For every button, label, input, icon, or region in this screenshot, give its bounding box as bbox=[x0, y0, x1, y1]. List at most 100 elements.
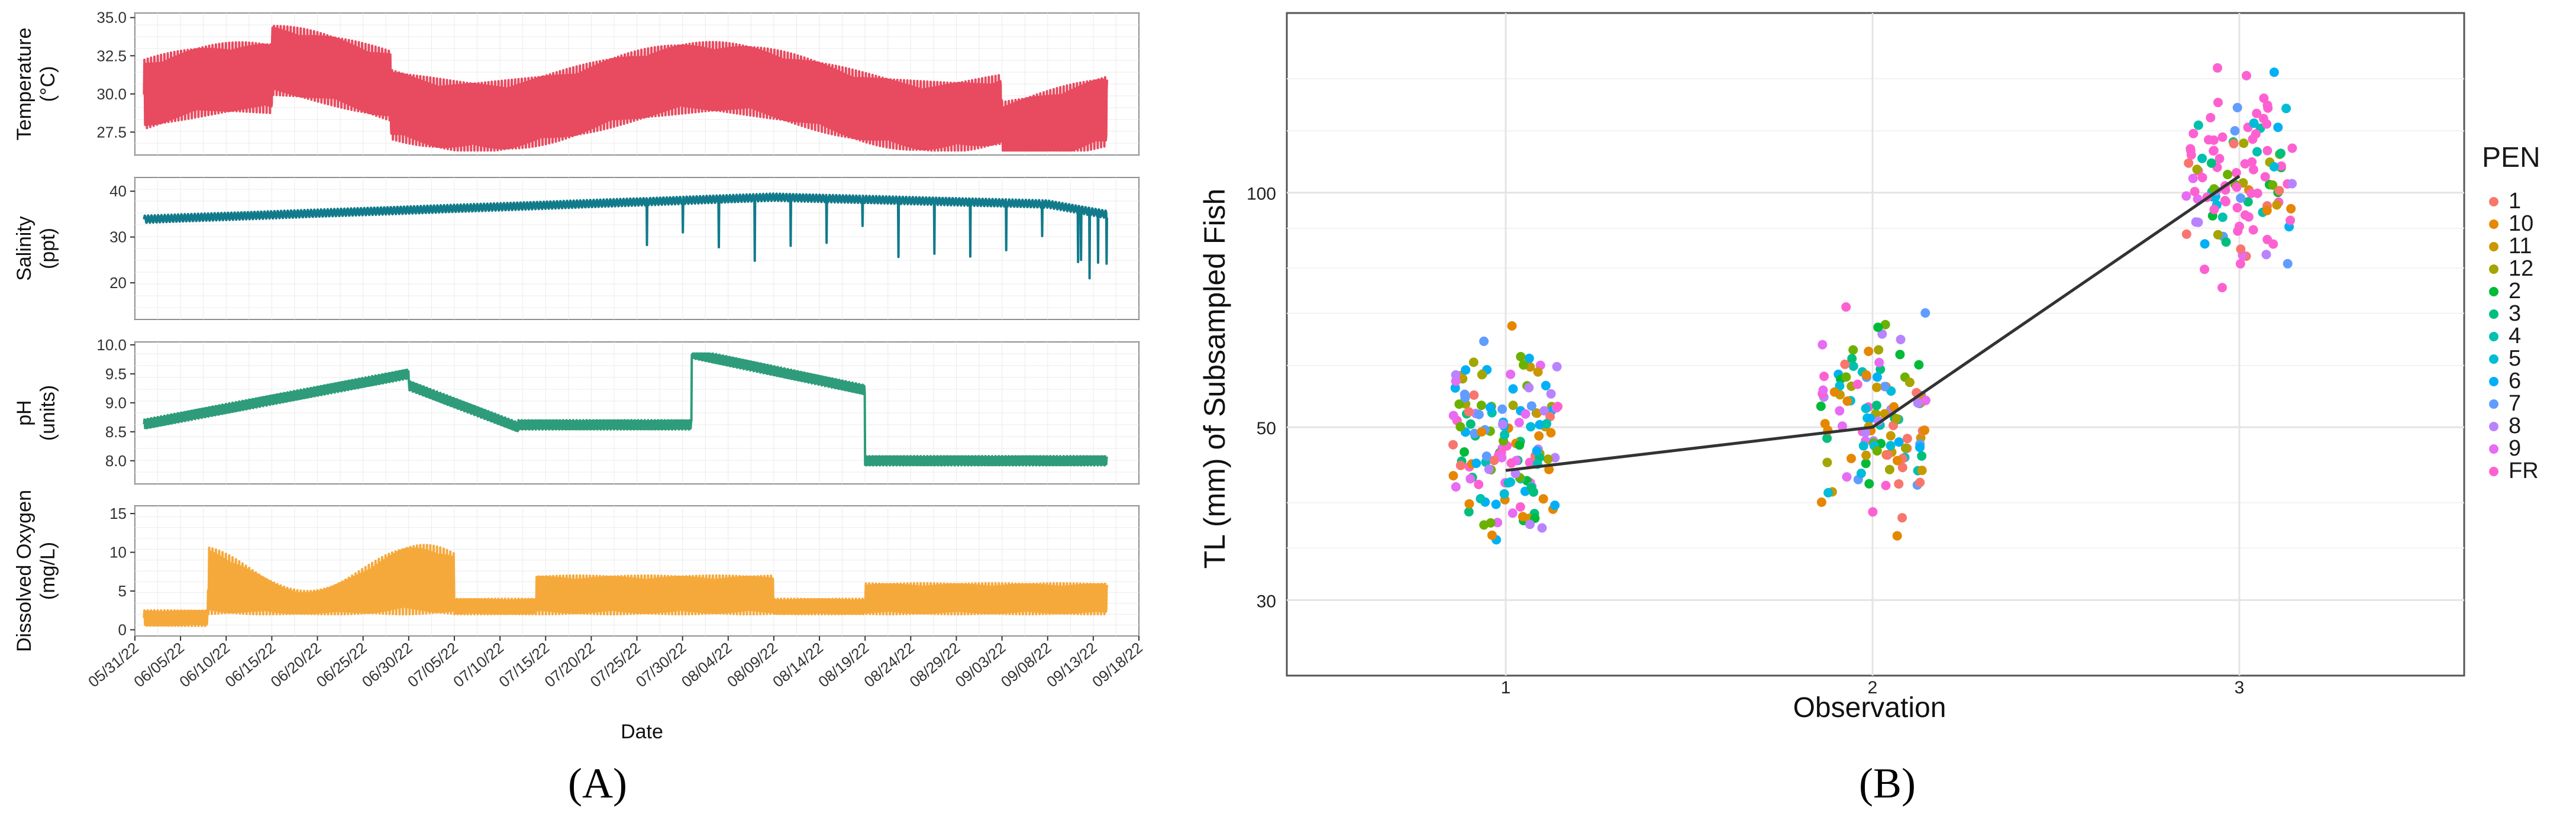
fish-length-point bbox=[2263, 103, 2273, 113]
fish-length-point bbox=[1508, 401, 1518, 411]
fish-length-point bbox=[1469, 390, 1479, 400]
fish-length-point bbox=[1506, 477, 1515, 487]
fish-length-point bbox=[1497, 419, 1507, 430]
fish-length-point bbox=[1902, 434, 1912, 444]
date-tick-label: 06/30/22 bbox=[359, 639, 416, 691]
fish-length-point bbox=[1897, 463, 1907, 473]
fish-length-point bbox=[1546, 389, 1556, 399]
fish-length-point bbox=[1479, 520, 1489, 530]
fish-length-point bbox=[1841, 372, 1851, 382]
fish-length-point bbox=[1914, 360, 1924, 370]
fish-length-point bbox=[2276, 148, 2286, 159]
fish-length-point bbox=[1510, 469, 1521, 479]
legend-key-5 bbox=[2489, 354, 2498, 364]
fish-length-point bbox=[1450, 383, 1460, 393]
fish-length-point bbox=[2232, 182, 2242, 192]
fish-length-point bbox=[1471, 458, 1481, 469]
fish-length-point bbox=[1521, 409, 1531, 419]
fish-length-point bbox=[2243, 212, 2254, 222]
fish-length-point bbox=[1465, 419, 1476, 429]
fish-length-point bbox=[1894, 437, 1904, 447]
fish-length-point bbox=[2247, 157, 2257, 167]
fish-length-point bbox=[2252, 108, 2262, 118]
fish-length-point bbox=[2268, 180, 2278, 190]
fish-length-point bbox=[2197, 173, 2207, 183]
fish-length-point bbox=[2200, 264, 2210, 275]
fish-length-point bbox=[1915, 477, 1925, 487]
fish-length-point bbox=[1917, 451, 1927, 461]
fish-length-point bbox=[1864, 346, 1874, 356]
fish-length-point bbox=[1892, 456, 1902, 466]
fish-length-point bbox=[1532, 446, 1542, 456]
plot-salinity: 20 30 40 Salinity (ppt) bbox=[13, 177, 1139, 320]
legend-key-9 bbox=[2489, 444, 2498, 454]
fish-length-point bbox=[1525, 457, 1535, 467]
fish-length-point bbox=[1525, 519, 1535, 529]
fish-length-point bbox=[2232, 203, 2242, 213]
oxygen-series-line bbox=[143, 544, 1108, 627]
fish-length-point bbox=[2184, 158, 2194, 168]
fish-length-point bbox=[2188, 173, 2198, 183]
salinity-ytick-label: 40 bbox=[109, 182, 127, 200]
fish-length-point bbox=[1861, 403, 1871, 414]
fish-length-point bbox=[1485, 402, 1495, 412]
fish-length-point bbox=[1476, 494, 1486, 503]
fish-length-point bbox=[1873, 322, 1883, 332]
fish-length-point bbox=[2281, 104, 2291, 114]
temperature-ytick-label: 35.0 bbox=[96, 9, 127, 27]
date-tick-label: 08/29/22 bbox=[906, 639, 963, 691]
fish-length-point bbox=[1915, 443, 1925, 453]
fish-length-point bbox=[1515, 502, 1525, 512]
legend-label: FR bbox=[2509, 458, 2539, 483]
date-tick-label: 09/03/22 bbox=[952, 639, 1009, 691]
fish-length-point bbox=[1920, 425, 1929, 435]
legend-label: 3 bbox=[2509, 301, 2521, 326]
fish-length-point bbox=[2283, 259, 2293, 269]
fish-length-point bbox=[1847, 454, 1856, 463]
plot-oxygen: 0 5 10 15 Dissolved Oxygen (mg/L) bbox=[13, 490, 1139, 652]
fish-length-point bbox=[1543, 454, 1553, 464]
legend-label: 10 bbox=[2509, 211, 2533, 236]
fish-length-point bbox=[1526, 422, 1536, 432]
fish-length-point bbox=[2213, 230, 2223, 240]
oxygen-ylabel: Dissolved Oxygen bbox=[13, 490, 35, 652]
fish-length-point bbox=[1534, 431, 1544, 441]
panel-b-ytick-label: 100 bbox=[1247, 185, 1276, 204]
panel-b-xtick-label: 3 bbox=[2235, 678, 2245, 697]
fish-length-point bbox=[1481, 451, 1492, 461]
fish-length-point bbox=[1451, 370, 1461, 380]
legend-label: 12 bbox=[2509, 256, 2533, 281]
fish-length-point bbox=[1533, 367, 1543, 377]
date-tick-label: 07/10/22 bbox=[450, 639, 507, 691]
legend-key-12 bbox=[2489, 264, 2498, 274]
fish-length-point bbox=[1842, 396, 1852, 406]
fish-length-point bbox=[1818, 340, 1828, 350]
fish-length-point bbox=[2268, 239, 2278, 249]
fish-length-point bbox=[1448, 411, 1458, 421]
ph-ytick-label: 10.0 bbox=[96, 336, 127, 354]
fish-length-point bbox=[1541, 380, 1551, 390]
fish-length-point bbox=[1464, 507, 1474, 517]
fish-length-point bbox=[1460, 389, 1470, 399]
fish-length-point bbox=[1454, 399, 1464, 409]
fish-length-point bbox=[1886, 441, 1896, 451]
fish-length-point bbox=[1871, 401, 1881, 411]
fish-length-point bbox=[1506, 369, 1516, 379]
fish-length-point bbox=[1861, 458, 1871, 469]
fish-length-point bbox=[2217, 212, 2228, 222]
panel-b-ytick-label: 50 bbox=[1257, 419, 1276, 438]
legend-label: 4 bbox=[2509, 324, 2521, 348]
fish-length-point bbox=[1518, 512, 1528, 522]
fish-length-point bbox=[1892, 531, 1902, 541]
date-tick-label: 07/25/22 bbox=[587, 639, 644, 691]
fish-length-point bbox=[2200, 239, 2210, 249]
fish-length-point bbox=[1519, 360, 1528, 370]
fish-length-point bbox=[1822, 433, 1832, 443]
fish-length-point bbox=[1448, 471, 1458, 481]
fish-length-point bbox=[1872, 446, 1882, 456]
fish-length-point bbox=[2220, 196, 2230, 206]
fish-length-point bbox=[2262, 119, 2272, 129]
fish-length-point bbox=[1856, 469, 1866, 479]
fish-length-point bbox=[2186, 144, 2196, 154]
fish-length-point bbox=[1823, 487, 1833, 498]
